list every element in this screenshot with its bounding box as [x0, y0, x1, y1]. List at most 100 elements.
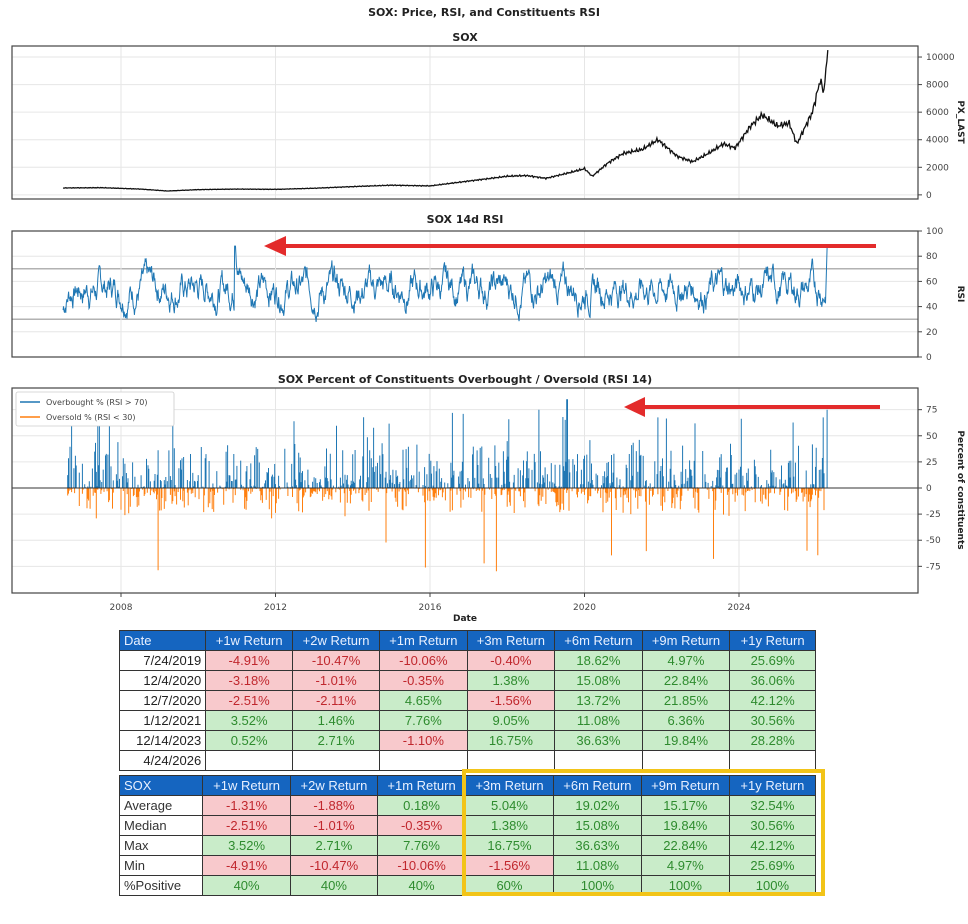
constituents-y-label: Percent of constituents: [955, 430, 965, 549]
constituents-chart-title: SOX Percent of Constituents Overbought /…: [278, 373, 652, 386]
table-row: Max 3.52% 2.71% 7.76% 16.75% 36.63% 22.84% 42.1…: [118, 835, 817, 856]
svg-text:2000: 2000: [926, 163, 949, 173]
rsi-line: [62, 245, 828, 323]
svg-text:100: 100: [926, 227, 943, 237]
svg-text:2012: 2012: [264, 603, 287, 613]
return-cell: [554, 750, 643, 771]
return-cell: 13.72%: [554, 690, 643, 711]
return-cell: [205, 750, 294, 771]
constituents-arrow: [624, 397, 880, 417]
stat-cell: -10.47%: [289, 855, 379, 876]
stat-cell: -4.91%: [202, 855, 291, 876]
return-cell: 4.65%: [379, 690, 468, 711]
stat-cell: 25.69%: [728, 855, 817, 876]
row-date: 12/14/2023: [118, 730, 207, 751]
row-label: Average: [118, 795, 204, 816]
row-label: %Positive: [118, 875, 204, 896]
price-line: [62, 50, 829, 192]
svg-text:4000: 4000: [926, 136, 949, 146]
return-cell: -4.91%: [205, 650, 294, 671]
column-header: +6m Return: [554, 630, 643, 651]
svg-text:8000: 8000: [926, 81, 949, 91]
oversold-series: [67, 488, 825, 572]
column-header-first: SOX: [118, 775, 204, 796]
table-row: 1/12/2021 3.52% 1.46% 7.76% 9.05% 11.08% 6.36%…: [118, 710, 816, 731]
column-header: +1m Return: [377, 775, 467, 796]
return-cell: 21.85%: [641, 690, 731, 711]
row-label: Min: [118, 855, 204, 876]
return-cell: -2.11%: [292, 690, 381, 711]
stat-cell: 30.56%: [728, 815, 817, 836]
column-header: +1w Return: [205, 630, 294, 651]
row-date: 7/24/2019: [118, 650, 207, 671]
row-date: 12/4/2020: [118, 670, 207, 691]
return-cell: 36.06%: [729, 670, 816, 691]
price-y-label: PX_LAST: [955, 100, 965, 144]
svg-text:0: 0: [926, 191, 932, 201]
svg-text:-50: -50: [926, 536, 941, 546]
rsi-arrow: [264, 236, 876, 256]
sox-price-chart: SOX 0 2000 4000 6000 8000 10000 PX_LAST: [11, 31, 965, 201]
price-chart-title: SOX: [452, 31, 478, 44]
column-header: +2w Return: [292, 630, 381, 651]
column-header: +1y Return: [728, 775, 817, 796]
return-cell: 19.84%: [641, 730, 731, 751]
return-cell: 15.08%: [554, 670, 643, 691]
return-cell: 25.69%: [729, 650, 816, 671]
column-header-first: Date: [118, 630, 207, 651]
history-table: Date +1w Return +2w Return +1m Return +3m Re…: [118, 630, 816, 771]
rsi-y-label: RSI: [955, 286, 965, 303]
return-cell: 30.56%: [729, 710, 816, 731]
stat-cell: -1.01%: [289, 815, 379, 836]
stat-cell: 40%: [377, 875, 467, 896]
column-header: +6m Return: [552, 775, 642, 796]
return-cell: -2.51%: [205, 690, 294, 711]
return-cell: 9.05%: [466, 710, 556, 731]
stat-cell: 1.38%: [465, 815, 554, 836]
return-cell: -1.01%: [292, 670, 381, 691]
table-row: 4/24/2026: [118, 750, 816, 771]
column-header: +3m Return: [465, 775, 554, 796]
column-header: +9m Return: [641, 630, 731, 651]
stat-cell: 7.76%: [377, 835, 467, 856]
return-cell: 1.38%: [466, 670, 556, 691]
return-cell: 18.62%: [554, 650, 643, 671]
return-cell: 3.52%: [205, 710, 294, 731]
svg-text:20: 20: [926, 328, 938, 338]
return-cell: 2.71%: [292, 730, 381, 751]
table-row: Median -2.51% -1.01% -0.35% 1.38% 15.08% 19.84…: [118, 815, 817, 836]
stat-cell: 15.17%: [640, 795, 730, 816]
sox-rsi-chart: SOX 14d RSI 0 20 40 60 80 100 RSI: [11, 213, 965, 363]
stat-cell: -1.88%: [289, 795, 379, 816]
stat-cell: 42.12%: [728, 835, 817, 856]
return-cell: 11.08%: [554, 710, 643, 731]
return-cell: 4.97%: [641, 650, 731, 671]
legend: Overbought % (RSI > 70) Oversold % (RSI …: [15, 391, 175, 427]
table-row: 12/14/2023 0.52% 2.71% -1.10% 16.75% 36.63% 19…: [118, 730, 816, 751]
table-row: 12/4/2020 -3.18% -1.01% -0.35% 1.38% 15.08% 22…: [118, 670, 816, 691]
column-header: +1w Return: [202, 775, 291, 796]
return-cell: [466, 750, 556, 771]
return-cell: 16.75%: [466, 730, 556, 751]
summary-table: SOX +1w Return +2w Return +1m Return +3m Ret…: [118, 775, 817, 896]
return-cell: 7.76%: [379, 710, 468, 731]
svg-text:80: 80: [926, 252, 938, 262]
row-label: Median: [118, 815, 204, 836]
svg-text:60: 60: [926, 277, 938, 287]
x-axis-label: Date: [453, 614, 477, 624]
stat-cell: -1.56%: [465, 855, 554, 876]
svg-text:10000: 10000: [926, 53, 955, 63]
stat-cell: -1.31%: [202, 795, 291, 816]
svg-text:2016: 2016: [419, 603, 442, 613]
stat-cell: -0.35%: [377, 815, 467, 836]
return-cell: -0.35%: [379, 670, 468, 691]
table-row: Min -4.91% -10.47% -10.06% -1.56% 11.08% 4.97%…: [118, 855, 817, 876]
column-header: +1y Return: [729, 630, 816, 651]
legend-overbought: Overbought % (RSI > 70): [46, 398, 147, 407]
column-header: +3m Return: [466, 630, 556, 651]
return-cell: 42.12%: [729, 690, 816, 711]
stat-cell: 5.04%: [465, 795, 554, 816]
return-cell: 1.46%: [292, 710, 381, 731]
stat-cell: 40%: [289, 875, 379, 896]
row-date: 12/7/2020: [118, 690, 207, 711]
